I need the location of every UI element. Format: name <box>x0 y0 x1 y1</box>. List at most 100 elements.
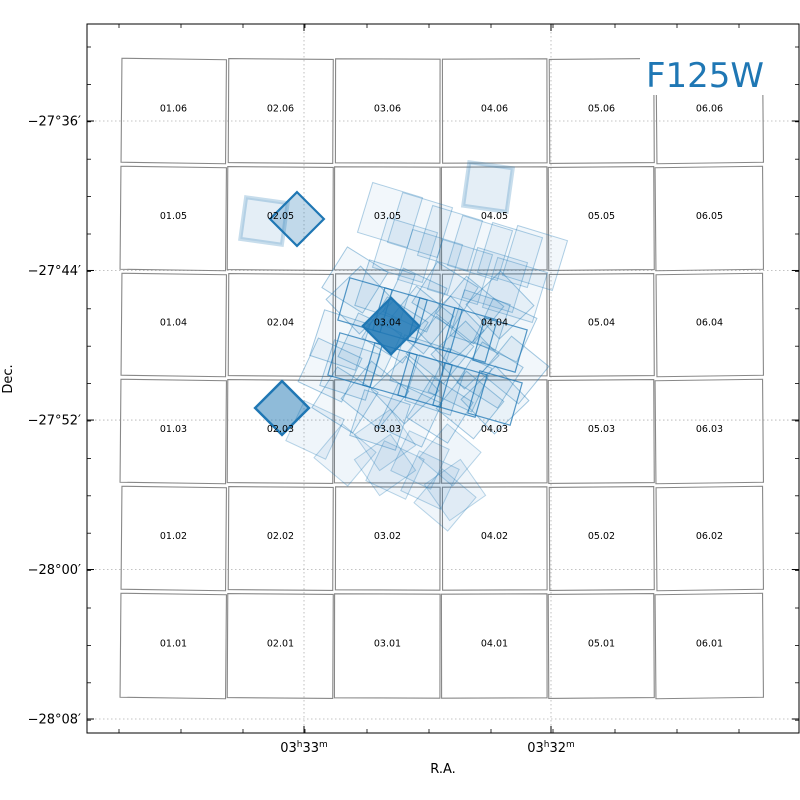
tile-label: 04.02 <box>481 531 508 542</box>
tile-outline <box>547 378 655 485</box>
tile-label: 06.04 <box>696 318 723 329</box>
tile-label: 03.04 <box>374 318 401 329</box>
exposure-footprint <box>472 297 538 363</box>
exposure-footprint <box>377 382 443 448</box>
tile-outline <box>441 273 548 377</box>
tile-outline <box>547 165 655 272</box>
exposure-footprint <box>501 224 569 292</box>
axis-ticks: −27°36′ −27°44′ −27°52′ −28°00′ −28°08′ 03h33… <box>28 24 799 756</box>
exposure-footprint <box>311 366 379 434</box>
exposure-footprint <box>405 315 475 385</box>
exposure-footprint <box>238 195 290 247</box>
tile-outline <box>440 166 548 271</box>
tile-outline <box>333 593 441 699</box>
exposure-footprint <box>426 238 494 306</box>
exposure-footprint <box>253 379 311 437</box>
exposure-footprint <box>449 289 511 351</box>
tile-outline <box>441 486 548 591</box>
tile-label: 06.01 <box>696 639 723 650</box>
exposure-footprint <box>370 355 440 425</box>
tile-outline <box>226 592 334 700</box>
tile-outline <box>547 592 655 700</box>
tile-label: 04.04 <box>481 318 508 329</box>
exposure-footprint <box>435 275 505 345</box>
tile-label: 06.06 <box>696 104 723 115</box>
exposure-footprint <box>313 423 377 487</box>
tile-label: 01.02 <box>160 531 187 542</box>
y-tick-label: −27°52′ <box>28 414 81 429</box>
exposure-footprint <box>396 228 464 296</box>
tile-label: 02.06 <box>267 104 294 115</box>
tile-outline <box>654 165 765 272</box>
tile-outline <box>227 57 334 165</box>
tile-outline <box>226 378 334 485</box>
tile-label: 03.03 <box>374 424 401 435</box>
tile-outline <box>120 485 228 592</box>
x-tick-label: 03h33m <box>280 740 328 756</box>
tile-outline <box>654 378 765 485</box>
exposure-footprint <box>349 389 411 451</box>
tile-label: 05.01 <box>588 639 615 650</box>
tile-outline <box>334 273 441 377</box>
tile-label: 05.05 <box>588 211 615 222</box>
tile-outline <box>119 165 228 272</box>
tile-outline <box>119 378 228 485</box>
exposure-footprint <box>297 337 363 403</box>
tile-grid <box>119 57 765 700</box>
tile-label: 02.03 <box>267 424 294 435</box>
exposure-footprint <box>480 335 550 405</box>
tile-labels: 01.06 02.06 03.06 04.06 05.06 06.06 01.05 02.05… <box>160 104 723 650</box>
exposure-footprint <box>465 270 535 340</box>
tile-label: 01.06 <box>160 104 187 115</box>
exposure-footprint <box>390 430 450 490</box>
tile-outline <box>654 592 765 700</box>
tile-outline <box>548 57 655 165</box>
tile-outline <box>655 272 765 378</box>
x-axis-label: R.A. <box>430 762 456 777</box>
tile-outline <box>440 593 548 699</box>
tile-outline <box>120 57 228 165</box>
tile-label: 04.01 <box>481 639 508 650</box>
x-tick-label: 03h32m <box>527 740 575 756</box>
exposure-footprint <box>365 440 425 500</box>
exposure-footprint <box>418 423 482 487</box>
exposure-footprint <box>386 191 454 259</box>
exposure-footprint <box>268 190 326 248</box>
tile-label: 01.01 <box>160 639 187 650</box>
tile-label: 01.03 <box>160 424 187 435</box>
tile-outline <box>227 485 334 592</box>
exposure-footprint <box>340 360 410 430</box>
exposure-footprints <box>238 159 569 532</box>
exposure-footprint <box>481 256 549 324</box>
tile-label: 02.05 <box>267 211 294 222</box>
exposure-footprint <box>461 246 529 314</box>
tile-outline <box>548 272 655 378</box>
exposure-footprint <box>353 433 417 497</box>
tile-outline <box>655 485 765 592</box>
exposure-footprint <box>321 246 389 314</box>
tile-outline <box>441 58 548 164</box>
exposure-footprint <box>319 339 381 401</box>
tile-label: 05.04 <box>588 318 615 329</box>
y-tick-label: −27°36′ <box>28 115 81 130</box>
tile-outline <box>333 166 441 271</box>
y-tick-label: −27°44′ <box>28 264 81 279</box>
tile-label: 05.02 <box>588 531 615 542</box>
tile-outline <box>119 592 228 700</box>
tile-label: 03.01 <box>374 639 401 650</box>
exposure-footprint <box>371 216 439 284</box>
tile-label: 05.06 <box>588 104 615 115</box>
exposure-footprint <box>356 181 424 249</box>
tile-label: 02.02 <box>267 531 294 542</box>
exposure-footprint <box>446 214 514 282</box>
filter-label: F125W <box>646 56 764 96</box>
y-tick-label: −28°00′ <box>28 563 81 578</box>
exposure-footprint <box>361 296 421 356</box>
exposure-footprint <box>432 362 488 418</box>
exposure-footprint <box>467 370 523 426</box>
exposure-footprint <box>413 468 477 532</box>
tile-label: 02.04 <box>267 318 294 329</box>
tile-label: 06.03 <box>696 424 723 435</box>
tile-outline <box>334 486 441 591</box>
tile-label: 05.03 <box>588 424 615 435</box>
